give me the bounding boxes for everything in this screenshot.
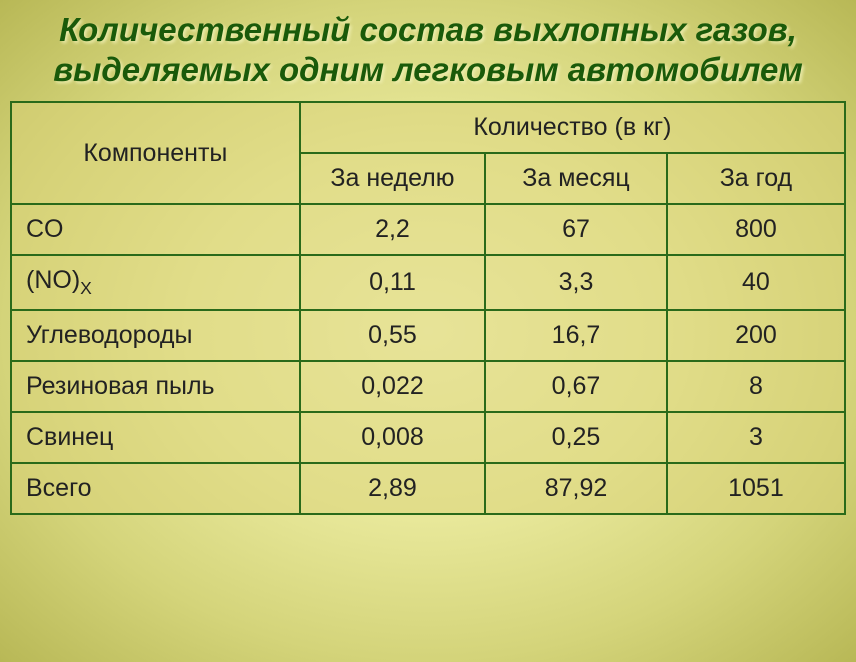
column-header-components: Компоненты [11,102,300,204]
row-value-week: 0,008 [300,412,485,463]
row-value-month: 87,92 [485,463,667,514]
column-header-quantity: Количество (в кг) [300,102,845,153]
row-value-week: 2,2 [300,204,485,255]
table-row: Свинец 0,008 0,25 3 [11,412,845,463]
slide: Количественный состав выхлопных газов, в… [0,0,856,662]
column-header-year: За год [667,153,845,204]
row-label: Всего [11,463,300,514]
row-value-month: 0,67 [485,361,667,412]
table-row: CO 2,2 67 800 [11,204,845,255]
table-row: Резиновая пыль 0,022 0,67 8 [11,361,845,412]
row-value-year: 800 [667,204,845,255]
column-header-week: За неделю [300,153,485,204]
row-value-week: 0,022 [300,361,485,412]
row-value-year: 8 [667,361,845,412]
slide-title: Количественный состав выхлопных газов, в… [20,10,836,89]
row-value-year: 200 [667,310,845,361]
row-value-week: 0,55 [300,310,485,361]
row-label: Свинец [11,412,300,463]
row-value-year: 1051 [667,463,845,514]
row-value-month: 67 [485,204,667,255]
exhaust-gases-table: Компоненты Количество (в кг) За неделю З… [10,101,846,515]
row-label: Углеводороды [11,310,300,361]
row-label: CO [11,204,300,255]
table-row: Углеводороды 0,55 16,7 200 [11,310,845,361]
row-value-week: 0,11 [300,255,485,310]
row-label: (NO)X [11,255,300,310]
table-row: (NO)X 0,11 3,3 40 [11,255,845,310]
table-header-row-1: Компоненты Количество (в кг) [11,102,845,153]
row-value-year: 3 [667,412,845,463]
row-value-year: 40 [667,255,845,310]
table-container: Компоненты Количество (в кг) За неделю З… [10,101,846,515]
column-header-month: За месяц [485,153,667,204]
row-value-month: 0,25 [485,412,667,463]
row-value-week: 2,89 [300,463,485,514]
row-label: Резиновая пыль [11,361,300,412]
table-row: Всего 2,89 87,92 1051 [11,463,845,514]
row-value-month: 3,3 [485,255,667,310]
row-value-month: 16,7 [485,310,667,361]
